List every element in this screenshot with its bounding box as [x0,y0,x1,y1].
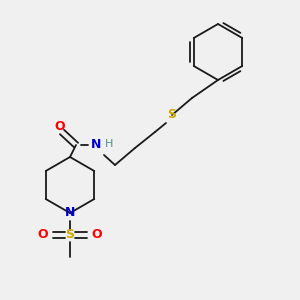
Text: O: O [92,229,102,242]
Text: S: S [167,109,176,122]
Text: H: H [105,139,113,149]
Text: N: N [91,139,101,152]
Text: N: N [65,206,75,220]
Text: O: O [38,229,48,242]
Text: S: S [65,229,74,242]
Text: O: O [55,121,65,134]
